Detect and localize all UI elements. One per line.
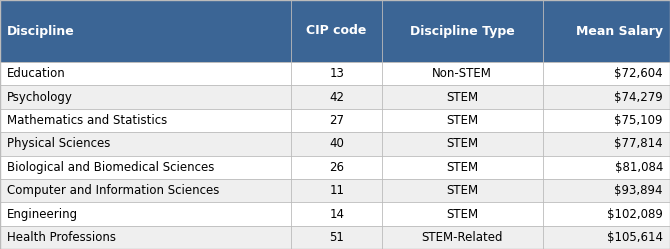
Text: STEM: STEM bbox=[446, 208, 478, 221]
Text: $102,089: $102,089 bbox=[607, 208, 663, 221]
Text: STEM: STEM bbox=[446, 114, 478, 127]
Bar bbox=[382, 62, 543, 85]
Text: 40: 40 bbox=[329, 137, 344, 150]
Bar bbox=[543, 0, 670, 62]
Bar bbox=[0, 0, 291, 62]
Text: CIP code: CIP code bbox=[306, 24, 367, 38]
Bar bbox=[291, 85, 382, 109]
Bar bbox=[0, 85, 291, 109]
Bar bbox=[382, 109, 543, 132]
Bar bbox=[0, 62, 291, 85]
Bar bbox=[543, 132, 670, 156]
Bar bbox=[382, 0, 543, 62]
Bar bbox=[291, 202, 382, 226]
Text: STEM: STEM bbox=[446, 184, 478, 197]
Text: $77,814: $77,814 bbox=[614, 137, 663, 150]
Text: Physical Sciences: Physical Sciences bbox=[7, 137, 111, 150]
Bar bbox=[0, 109, 291, 132]
Text: Engineering: Engineering bbox=[7, 208, 78, 221]
Bar bbox=[0, 156, 291, 179]
Text: $74,279: $74,279 bbox=[614, 91, 663, 104]
Text: STEM: STEM bbox=[446, 91, 478, 104]
Text: Discipline Type: Discipline Type bbox=[410, 24, 515, 38]
Bar bbox=[291, 0, 382, 62]
Bar bbox=[382, 132, 543, 156]
Text: $93,894: $93,894 bbox=[614, 184, 663, 197]
Bar bbox=[543, 226, 670, 249]
Text: Biological and Biomedical Sciences: Biological and Biomedical Sciences bbox=[7, 161, 214, 174]
Text: $72,604: $72,604 bbox=[614, 67, 663, 80]
Text: $81,084: $81,084 bbox=[614, 161, 663, 174]
Bar bbox=[543, 62, 670, 85]
Bar bbox=[291, 109, 382, 132]
Text: STEM: STEM bbox=[446, 161, 478, 174]
Bar bbox=[543, 109, 670, 132]
Text: $75,109: $75,109 bbox=[614, 114, 663, 127]
Bar bbox=[0, 202, 291, 226]
Text: Mean Salary: Mean Salary bbox=[576, 24, 663, 38]
Text: Education: Education bbox=[7, 67, 66, 80]
Bar bbox=[291, 62, 382, 85]
Bar bbox=[382, 202, 543, 226]
Bar bbox=[0, 132, 291, 156]
Bar bbox=[0, 226, 291, 249]
Text: 51: 51 bbox=[329, 231, 344, 244]
Bar bbox=[382, 156, 543, 179]
Text: 42: 42 bbox=[329, 91, 344, 104]
Bar bbox=[291, 132, 382, 156]
Text: Discipline: Discipline bbox=[7, 24, 75, 38]
Bar bbox=[382, 85, 543, 109]
Text: 13: 13 bbox=[329, 67, 344, 80]
Text: Non-STEM: Non-STEM bbox=[432, 67, 492, 80]
Bar bbox=[0, 179, 291, 202]
Bar bbox=[291, 226, 382, 249]
Bar bbox=[382, 179, 543, 202]
Text: Psychology: Psychology bbox=[7, 91, 73, 104]
Bar bbox=[291, 179, 382, 202]
Bar bbox=[543, 85, 670, 109]
Text: 26: 26 bbox=[329, 161, 344, 174]
Bar bbox=[291, 156, 382, 179]
Text: 11: 11 bbox=[329, 184, 344, 197]
Text: Health Professions: Health Professions bbox=[7, 231, 116, 244]
Text: STEM: STEM bbox=[446, 137, 478, 150]
Bar bbox=[543, 202, 670, 226]
Text: 27: 27 bbox=[329, 114, 344, 127]
Bar bbox=[543, 179, 670, 202]
Text: Mathematics and Statistics: Mathematics and Statistics bbox=[7, 114, 167, 127]
Bar bbox=[382, 226, 543, 249]
Text: STEM-Related: STEM-Related bbox=[421, 231, 503, 244]
Bar bbox=[543, 156, 670, 179]
Text: Computer and Information Sciences: Computer and Information Sciences bbox=[7, 184, 219, 197]
Text: $105,614: $105,614 bbox=[607, 231, 663, 244]
Text: 14: 14 bbox=[329, 208, 344, 221]
